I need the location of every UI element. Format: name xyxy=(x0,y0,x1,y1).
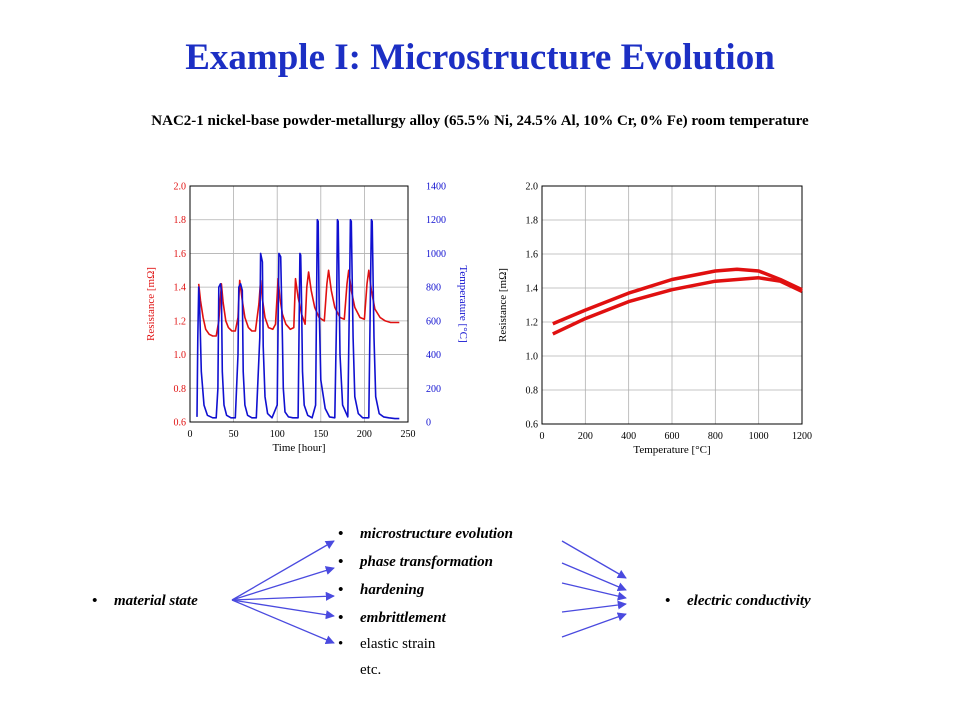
y-tick-label: 0.8 xyxy=(174,384,187,395)
y2-axis-title: Temperature [°C] xyxy=(457,265,469,342)
resistance-line xyxy=(197,269,400,337)
x-tick-label: 400 xyxy=(621,431,636,442)
arrow-fan-out xyxy=(231,599,335,620)
chart-2: 0.6 0.8 1.0 1.2 1.4 1.6 1.8 2.0 0 200 400 600 800 100… xyxy=(497,182,812,457)
arrow-fan-in xyxy=(561,582,627,601)
plot-frame xyxy=(541,185,803,425)
mechanism-label: elastic strain xyxy=(360,636,436,652)
slide-title: Example I: Microstructure Evolution xyxy=(185,37,775,78)
arrow-fan-in xyxy=(561,600,627,613)
y-tick-label: 2.0 xyxy=(526,182,539,193)
arrow-fan-out xyxy=(231,591,335,601)
y-tick-label: 0.8 xyxy=(526,386,539,397)
y2-tick-label: 400 xyxy=(426,350,441,361)
y2-tick-label: 0 xyxy=(426,418,431,429)
x-tick-label: 200 xyxy=(578,431,593,442)
y-tick-label: 1.2 xyxy=(174,316,187,327)
y2-tick-label: 200 xyxy=(426,384,441,395)
y-tick-label: 1.6 xyxy=(526,250,539,261)
x-tick-label: 1000 xyxy=(749,431,769,442)
mechanism-item: • embrittlement xyxy=(338,610,446,626)
y-tick-label: 0.6 xyxy=(174,418,187,429)
mechanism-label: embrittlement xyxy=(360,610,446,626)
y-tick-label: 1.8 xyxy=(526,216,539,227)
plot-frame xyxy=(189,185,409,423)
x-tick-label: 200 xyxy=(357,429,372,440)
x-axis-title: Time [hour] xyxy=(272,442,325,454)
arrow-fan-out xyxy=(231,599,335,645)
mechanism-item: • hardening xyxy=(338,582,425,598)
mechanism-label: microstructure evolution xyxy=(360,526,513,542)
x-tick-label: 1200 xyxy=(792,431,812,442)
y-tick-label: 1.4 xyxy=(174,283,187,294)
resistance-curve xyxy=(552,276,803,336)
mechanism-item: • microstructure evolution xyxy=(338,526,513,542)
x-axis-title: Temperature [°C] xyxy=(633,444,710,456)
y-tick-label: 1.4 xyxy=(526,284,539,295)
arrow-fan-out xyxy=(231,566,335,601)
arrow-fan-in xyxy=(561,540,627,579)
x-tick-label: 250 xyxy=(401,429,416,440)
mechanism-item: • phase transformation xyxy=(338,554,493,570)
x-tick-label: 0 xyxy=(188,429,193,440)
resistance-curve xyxy=(552,267,803,326)
y-tick-label: 1.0 xyxy=(174,350,187,361)
y-axis-title: Resistance [mΩ] xyxy=(497,268,509,342)
mechanism-item: • elastic strain xyxy=(338,636,436,652)
y-tick-label: 1.0 xyxy=(526,352,539,363)
x-tick-label: 0 xyxy=(540,431,545,442)
y-tick-label: 1.6 xyxy=(174,249,187,260)
arrow-fan-in xyxy=(561,562,627,592)
mechanism-label: phase transformation xyxy=(360,554,493,570)
y2-tick-label: 1200 xyxy=(426,215,446,226)
y2-tick-label: 1000 xyxy=(426,249,446,260)
source-label: material state xyxy=(114,593,198,609)
y-axis-title: Resistance [mΩ] xyxy=(145,267,157,341)
x-tick-label: 600 xyxy=(665,431,680,442)
target-label: electric conductivity xyxy=(687,593,811,609)
x-tick-label: 150 xyxy=(313,429,328,440)
y-tick-label: 2.0 xyxy=(174,182,187,193)
temperature-line xyxy=(196,218,400,420)
source-bullet: • material state xyxy=(92,593,198,609)
y-tick-label: 0.6 xyxy=(526,420,539,431)
slide-subtitle: NAC2-1 nickel-base powder-metallurgy all… xyxy=(151,113,809,129)
y2-tick-label: 600 xyxy=(426,316,441,327)
arrow-fan-out xyxy=(231,540,335,601)
target-bullet: • electric conductivity xyxy=(665,593,811,609)
x-tick-label: 100 xyxy=(270,429,285,440)
mechanism-label: hardening xyxy=(360,582,425,598)
y-tick-label: 1.2 xyxy=(526,318,539,329)
y2-tick-label: 800 xyxy=(426,283,441,294)
x-tick-label: 50 xyxy=(229,429,239,440)
y2-tick-label: 1400 xyxy=(426,182,446,193)
chart-1: 0.6 0.8 1.0 1.2 1.4 1.6 1.8 2.0 0 50 100 150 200 250 0… xyxy=(145,182,469,455)
mechanism-etc: etc. xyxy=(360,662,382,678)
arrow-fan-in xyxy=(561,612,627,638)
x-tick-label: 800 xyxy=(708,431,723,442)
y-tick-label: 1.8 xyxy=(174,215,187,226)
